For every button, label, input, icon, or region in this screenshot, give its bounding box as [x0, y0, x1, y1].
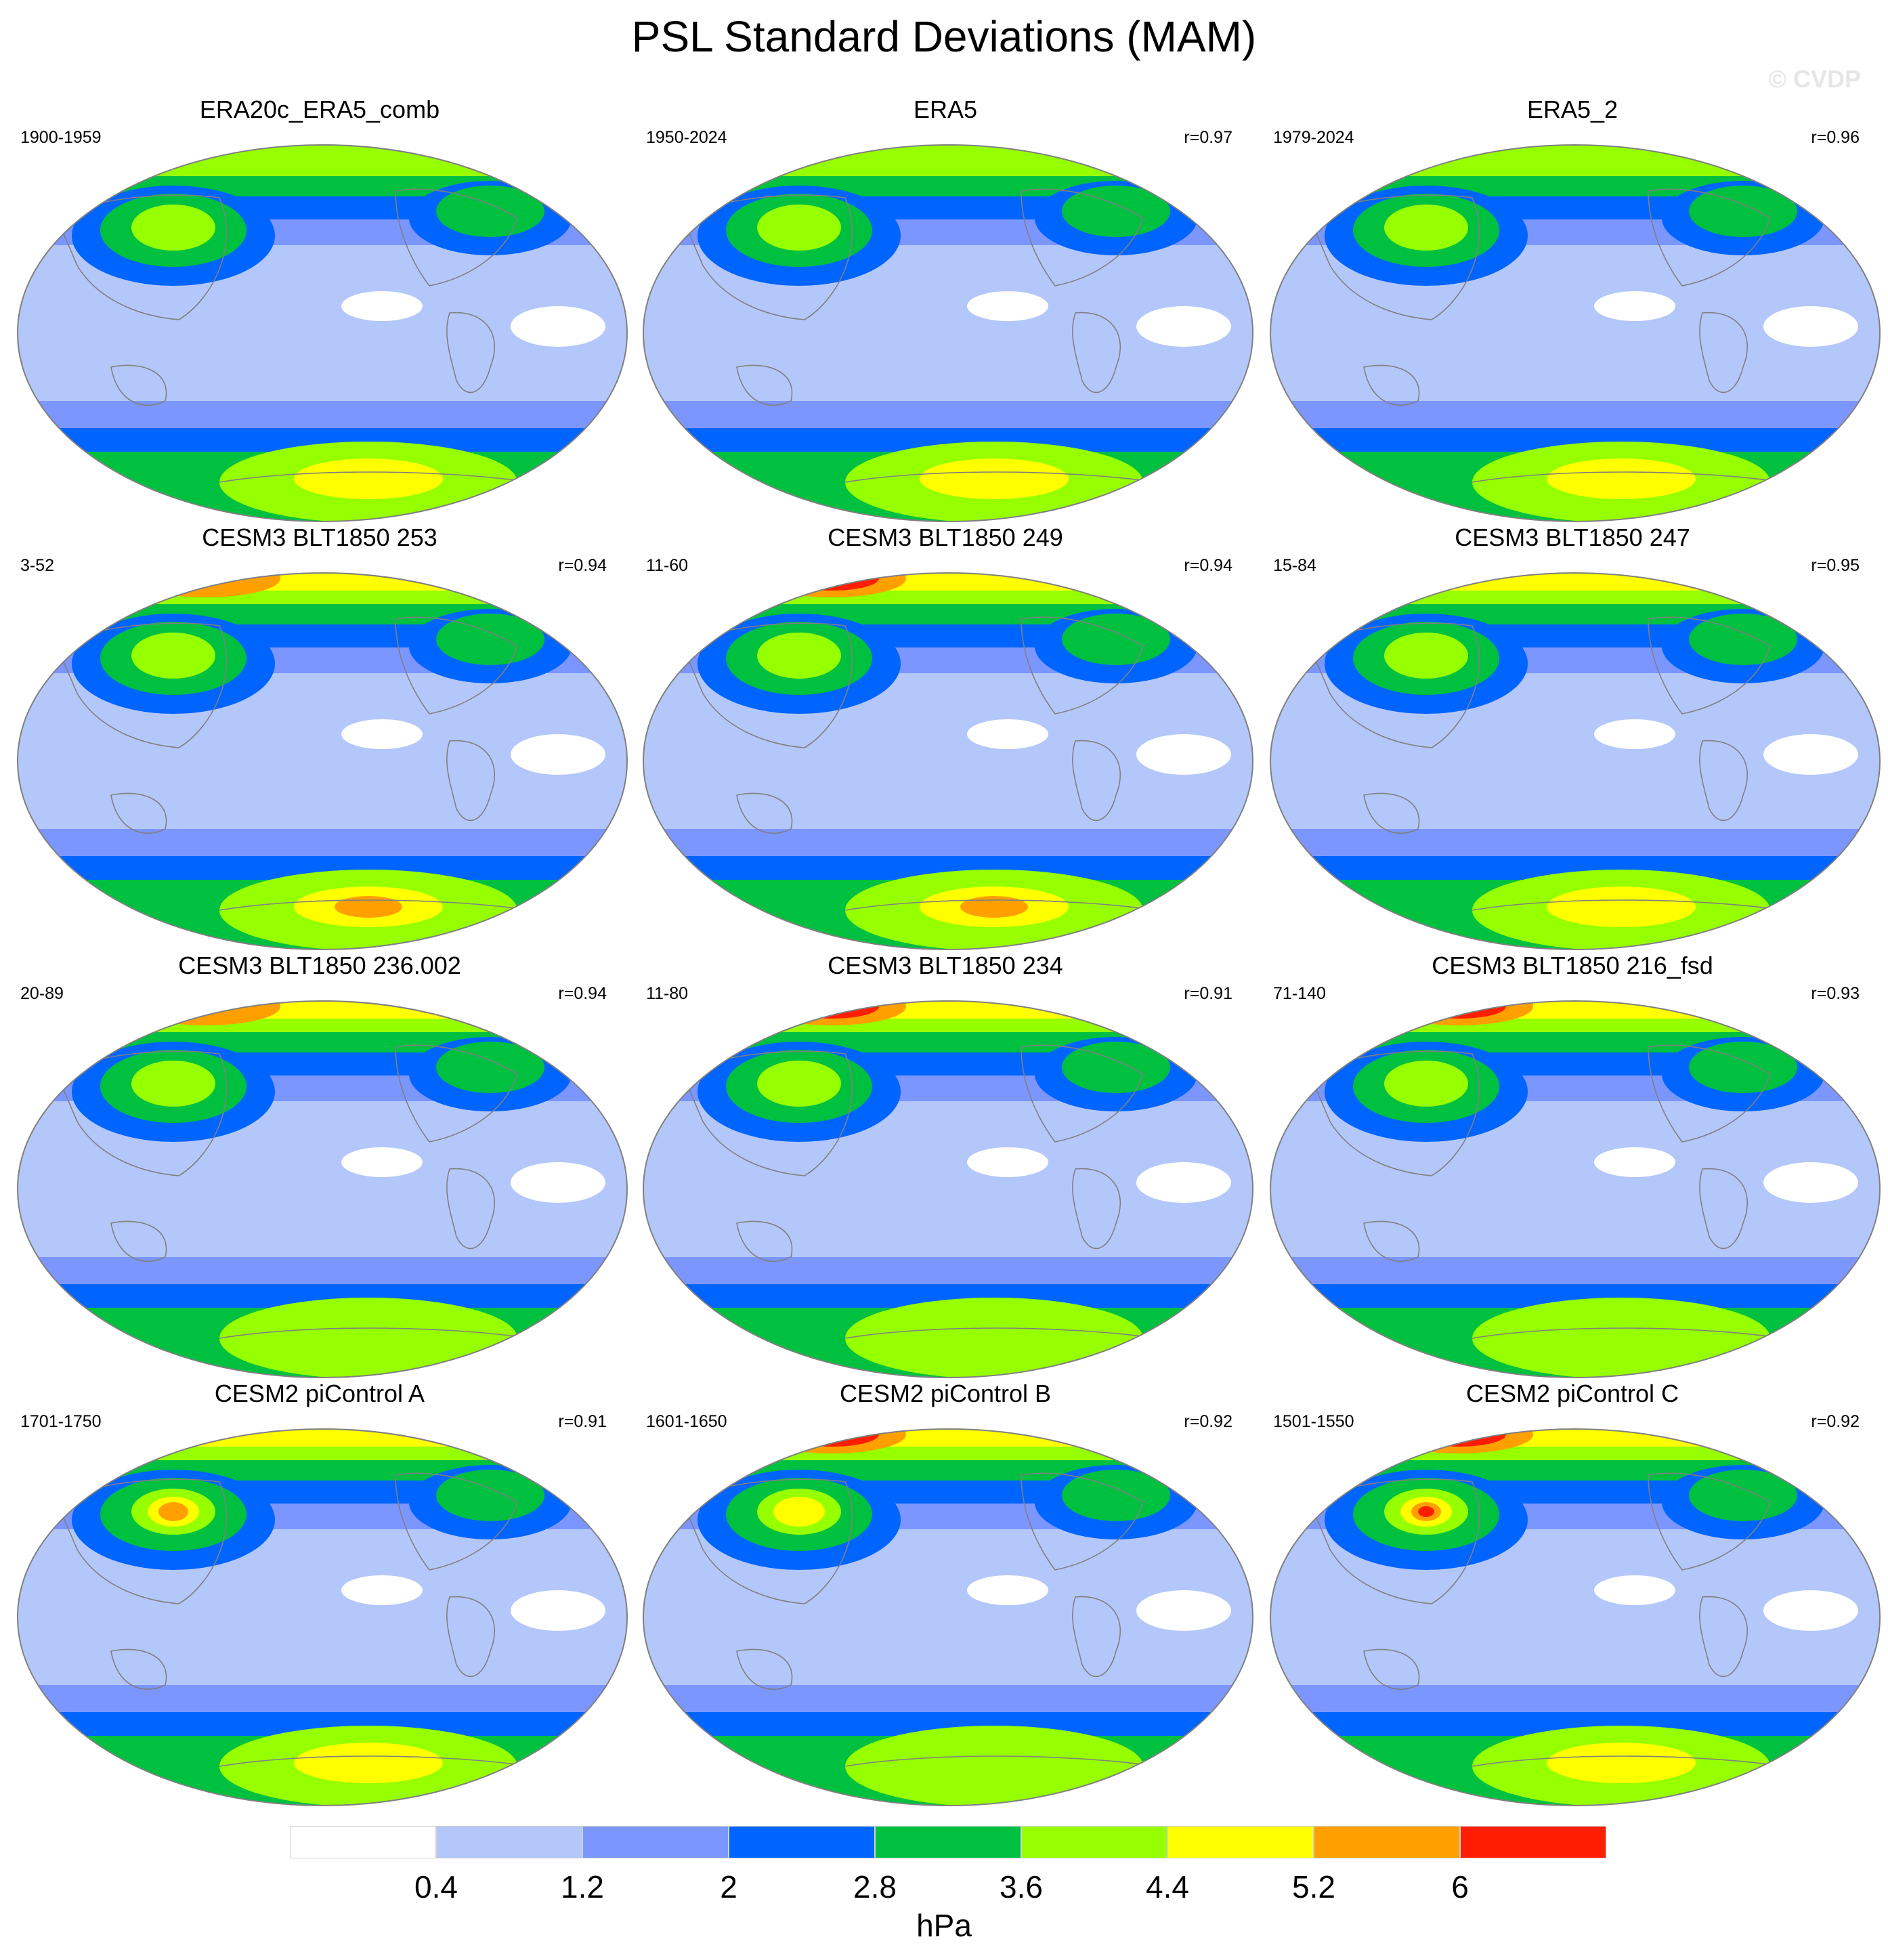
psl-stddev-map	[1269, 144, 1881, 522]
colorbar-swatch	[582, 1826, 729, 1858]
panel-correlation: r=0.94	[558, 984, 607, 1003]
map-panel: CESM3 BLT1850 234 11-80 r=0.91	[634, 951, 1257, 1384]
map-panel: CESM3 BLT1850 249 11-60 r=0.94	[634, 523, 1257, 956]
map-panel: CESM2 piControl C 1501-1550 r=0.92	[1261, 1379, 1884, 1812]
panel-period: 1979-2024	[1273, 128, 1354, 147]
psl-stddev-map	[1269, 1428, 1881, 1806]
panel-title: CESM2 piControl A	[214, 1380, 425, 1407]
panel-correlation: r=0.95	[1811, 556, 1860, 575]
panel-title: CESM3 BLT1850 247	[1455, 524, 1690, 551]
panel-period: 20-89	[20, 984, 64, 1003]
psl-stddev-map	[16, 1000, 628, 1378]
colorbar-swatch	[290, 1826, 436, 1858]
panel-period: 11-60	[646, 556, 689, 575]
panel-correlation: r=0.96	[1811, 128, 1860, 147]
colorbar-units: hPa	[916, 1908, 972, 1943]
psl-stddev-map	[642, 1000, 1254, 1378]
psl-stddev-map	[1269, 572, 1881, 950]
panel-title: CESM2 piControl B	[839, 1380, 1052, 1407]
map-panel: CESM3 BLT1850 253 3-52 r=0.94	[8, 523, 631, 956]
panel-title: CESM2 piControl C	[1465, 1380, 1679, 1407]
panel-correlation: r=0.92	[1184, 1412, 1232, 1431]
panel-title: CESM3 BLT1850 216_fsd	[1432, 952, 1713, 979]
cvdp-watermark: © CVDP	[1768, 65, 1861, 93]
colorbar-tick-label: 2.8	[853, 1869, 897, 1904]
panel-title: ERA20c_ERA5_comb	[199, 95, 440, 123]
panel-correlation: r=0.91	[558, 1412, 607, 1431]
panel-period: 3-52	[20, 556, 55, 575]
colorbar-swatch	[729, 1826, 875, 1858]
panel-period: 1950-2024	[646, 128, 727, 147]
panel-period: 1701-1750	[20, 1412, 102, 1431]
panel-correlation: r=0.94	[1184, 556, 1232, 575]
psl-stddev-map	[1269, 1000, 1881, 1378]
panel-period: 15-84	[1273, 556, 1316, 575]
panel-period: 1900-1959	[20, 128, 102, 147]
map-panel: ERA5_2 1979-2024 r=0.96	[1261, 95, 1884, 528]
panel-title: CESM3 BLT1850 236.002	[178, 952, 461, 979]
panel-period: 11-80	[646, 984, 689, 1003]
colorbar-swatch	[1460, 1826, 1606, 1858]
panel-title: ERA5_2	[1526, 95, 1618, 123]
panel-correlation: r=0.93	[1811, 984, 1860, 1003]
colorbar-swatch	[1314, 1826, 1460, 1858]
panel-title: CESM3 BLT1850 249	[828, 524, 1063, 551]
panel-correlation: r=0.92	[1811, 1412, 1860, 1431]
panel-correlation: r=0.97	[1184, 128, 1232, 147]
map-panel: ERA20c_ERA5_comb 1900-1959	[8, 95, 631, 528]
psl-stddev-map	[16, 1428, 628, 1806]
colorbar-tick-label: 1.2	[561, 1869, 604, 1904]
psl-stddev-map	[642, 144, 1254, 522]
colorbar-swatch	[436, 1826, 582, 1858]
panel-title: CESM3 BLT1850 234	[828, 952, 1063, 979]
colorbar-swatch	[1167, 1826, 1314, 1858]
colorbar-tick-label: 4.4	[1146, 1869, 1189, 1904]
psl-stddev-map	[16, 144, 628, 522]
panel-correlation: r=0.94	[558, 556, 607, 575]
colorbar-swatch	[875, 1826, 1021, 1858]
figure-title: PSL Standard Deviations (MAM)	[631, 12, 1257, 61]
map-panel: CESM3 BLT1850 236.002 20-89 r=0.94	[8, 951, 631, 1384]
colorbar-tick-label: 3.6	[1000, 1869, 1043, 1904]
panel-title: CESM3 BLT1850 253	[202, 524, 437, 551]
map-panel: CESM2 piControl A 1701-1750 r=0.91	[8, 1379, 631, 1812]
map-panel: CESM2 piControl B 1601-1650 r=0.92	[634, 1379, 1257, 1812]
colorbar-tick-label: 5.2	[1292, 1869, 1335, 1904]
psl-stddev-map	[642, 572, 1254, 950]
map-panel: ERA5 1950-2024 r=0.97	[634, 95, 1257, 528]
psl-stddev-map	[16, 572, 628, 950]
panel-period: 1601-1650	[646, 1412, 727, 1431]
colorbar-tick-label: 2	[720, 1869, 737, 1904]
colorbar-tick-label: 6	[1451, 1869, 1469, 1904]
psl-stddev-map	[642, 1428, 1254, 1806]
map-panel: CESM3 BLT1850 247 15-84 r=0.95	[1261, 523, 1884, 956]
panel-period: 71-140	[1273, 984, 1326, 1003]
panel-correlation: r=0.91	[1184, 984, 1232, 1003]
map-panel: CESM3 BLT1850 216_fsd 71-140 r=0.93	[1261, 951, 1884, 1384]
panel-title: ERA5	[913, 95, 978, 123]
colorbar-swatch	[1021, 1826, 1167, 1858]
colorbar-tick-label: 0.4	[414, 1869, 458, 1904]
panel-period: 1501-1550	[1273, 1412, 1354, 1431]
